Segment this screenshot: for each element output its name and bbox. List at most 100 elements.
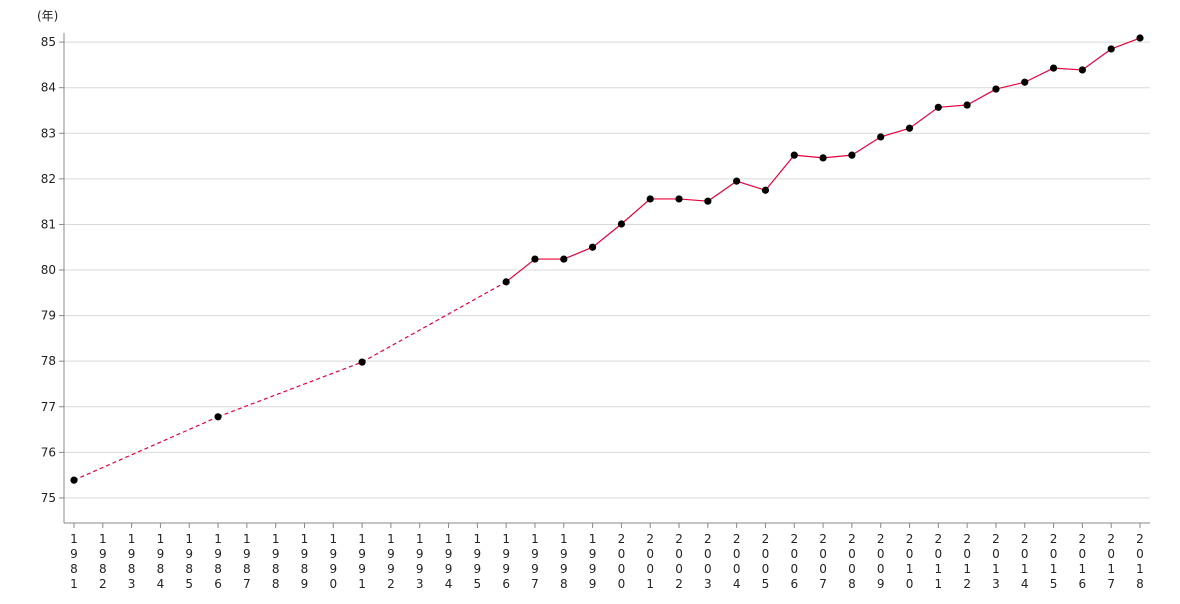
y-tick-label: 79 [41, 309, 56, 323]
series-segment [764, 154, 795, 191]
data-point [877, 133, 885, 141]
series-segment [563, 246, 593, 260]
series-segment [851, 136, 882, 156]
data-point [934, 103, 942, 111]
data-point [560, 255, 568, 263]
series-segment [995, 81, 1025, 90]
series-segment [880, 127, 910, 138]
series-segment [505, 258, 536, 283]
data-point [790, 151, 798, 159]
data-point [1107, 45, 1115, 53]
series-segment [1024, 67, 1054, 83]
data-point [1136, 34, 1144, 42]
y-tick-label: 80 [41, 263, 56, 277]
y-tick-label: 85 [41, 35, 56, 49]
series-segment [823, 154, 852, 159]
data-point [214, 413, 222, 421]
data-point [761, 186, 770, 194]
data-point [1021, 78, 1029, 86]
x-axis: 1 9 8 1 1 9 8 2 1 9 8 3 1 9 8 4 1 9 8 5 1 9 8 6 1 9 8 7 1 9 8 8 1 9 8 9 1 9 9 0… [64, 522, 1150, 591]
series-segment [217, 361, 363, 418]
series-segment [707, 180, 737, 202]
series-segment [73, 416, 219, 481]
series-segment [1110, 37, 1141, 50]
data-point [70, 476, 78, 484]
y-tick-label: 84 [41, 81, 56, 95]
y-tick-label: 77 [41, 400, 56, 414]
y-axis: 75 76 77 78 79 80 81 82 83 84 85 [41, 33, 65, 523]
y-tick-label: 82 [41, 172, 56, 186]
data-point [905, 124, 914, 132]
series-segment [736, 180, 766, 191]
series-segment [909, 106, 939, 129]
y-tick-label: 76 [41, 445, 56, 459]
y-tick-label: 75 [41, 491, 56, 505]
data-point [963, 101, 971, 109]
series-markers [70, 34, 1144, 484]
data-point [502, 278, 510, 286]
data-point [358, 358, 366, 366]
series-segment [966, 88, 997, 106]
data-point [704, 197, 712, 205]
y-tick-label: 83 [41, 126, 56, 140]
gridlines [64, 41, 1150, 499]
data-point [588, 243, 597, 251]
series-segment [1053, 67, 1083, 71]
data-point [848, 151, 856, 159]
data-point [819, 154, 827, 162]
series-segment [938, 104, 968, 108]
data-point [733, 177, 741, 185]
data-point [646, 195, 654, 203]
data-point [617, 220, 626, 228]
series-line [73, 37, 1141, 481]
y-tick-label: 81 [41, 217, 56, 231]
series-segment [678, 198, 708, 202]
data-point [675, 195, 683, 203]
series-segment [1082, 48, 1112, 71]
y-axis-label: (年) [37, 9, 58, 23]
data-point [531, 255, 539, 263]
series-segment [794, 154, 824, 159]
series-segment [592, 223, 622, 248]
series-segment [361, 281, 507, 363]
data-point [992, 85, 1000, 93]
